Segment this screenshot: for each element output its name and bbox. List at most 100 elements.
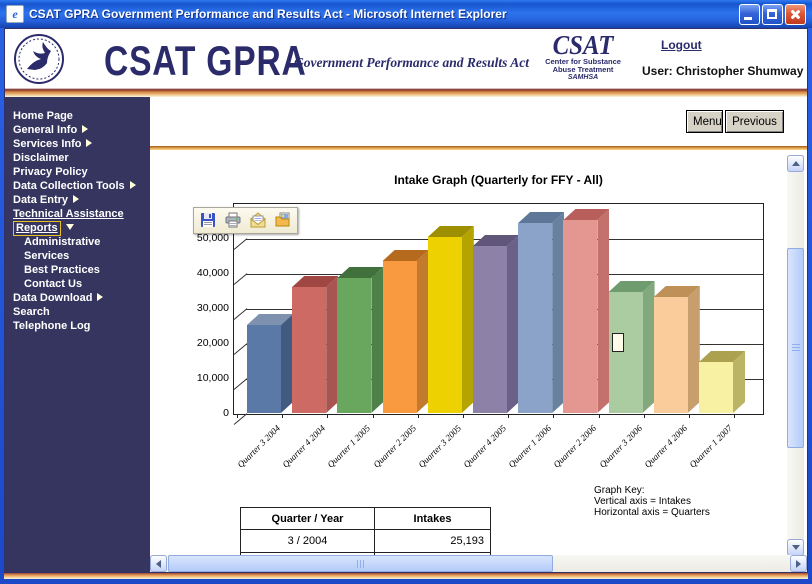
- email-icon[interactable]: [249, 211, 267, 229]
- sidebar-item-home-page[interactable]: Home Page: [5, 110, 150, 122]
- horizontal-scroll-thumb[interactable]: [168, 555, 553, 572]
- x-axis-tick: [463, 414, 464, 418]
- close-button[interactable]: [785, 3, 806, 25]
- menu-button[interactable]: Menu: [686, 110, 723, 133]
- bar-side-face: [597, 209, 609, 413]
- chevron-down-icon: [791, 545, 800, 550]
- bar-side-face: [281, 314, 293, 413]
- csat-logo: CSAT Center for Substance Abuse Treatmen…: [541, 32, 625, 82]
- scroll-grip: [791, 344, 800, 352]
- bar-front-face: [653, 297, 688, 413]
- sidebar-item-disclaimer[interactable]: Disclaimer: [5, 152, 150, 164]
- bar-side-face: [688, 286, 700, 413]
- x-tick-label: Quarter 4 2005: [461, 423, 509, 470]
- table-row-partial: [240, 552, 491, 556]
- bar-top-face: [473, 235, 519, 246]
- x-tick-label: Quarter 1 2005: [325, 423, 373, 470]
- logout-link[interactable]: Logout: [661, 38, 702, 52]
- minimize-button[interactable]: [739, 3, 760, 25]
- bar-side-face: [462, 226, 474, 413]
- sidebar-item-general-info[interactable]: General Info: [5, 124, 150, 136]
- bar-front-face: [292, 287, 327, 413]
- x-axis-tick: [508, 414, 510, 418]
- x-axis-labels: Quarter 3 2004 Quarter 4 2004 Quarter 1 20…: [233, 415, 764, 485]
- previous-button[interactable]: Previous: [725, 110, 784, 133]
- sidebar-item-data-collection-tools[interactable]: Data Collection Tools: [5, 180, 150, 192]
- sidebar-item-privacy-policy[interactable]: Privacy Policy: [5, 166, 150, 178]
- scroll-right-button[interactable]: [790, 555, 807, 572]
- bar-side-face: [326, 276, 338, 413]
- bar-top-face: [292, 276, 338, 287]
- axis-tick-diagonal: [233, 378, 248, 390]
- sidebar-item-reports[interactable]: Reports: [5, 221, 150, 236]
- y-tick-label: 0: [223, 407, 229, 419]
- intake-table: Quarter / Year Intakes 3 / 2004 25,193: [240, 507, 491, 556]
- bar-top-face: [699, 351, 745, 362]
- y-tick-label: 50,000: [196, 232, 229, 244]
- bar-side-face: [643, 281, 655, 413]
- bar-quarter-4-2005: [473, 235, 519, 413]
- graph-key: Graph Key: Vertical axis = Intakes Horiz…: [594, 485, 710, 518]
- sidebar-item-services-info[interactable]: Services Info: [5, 138, 150, 150]
- sidebar-item-administrative[interactable]: Administrative: [5, 236, 150, 248]
- sidebar-list: Home Page General Info Services Info Discla…: [5, 110, 150, 332]
- minimize-icon: [744, 16, 752, 20]
- axis-tick-diagonal: [233, 343, 248, 355]
- sidebar-item-services[interactable]: Services: [5, 250, 150, 262]
- sidebar-item-contact-us[interactable]: Contact Us: [5, 278, 150, 290]
- axis-tick-diagonal: [233, 273, 248, 285]
- sidebar-item-label: Telephone Log: [13, 320, 91, 332]
- scroll-down-button[interactable]: [787, 539, 804, 556]
- brand-subtitle: Government Performance and Results Act: [294, 55, 529, 70]
- x-tick-label: Quarter 4 2004: [280, 423, 328, 470]
- scroll-left-button[interactable]: [150, 555, 167, 572]
- scroll-grip: [356, 559, 365, 568]
- scroll-up-button[interactable]: [787, 155, 804, 172]
- sidebar-item-label: Data Entry: [13, 194, 69, 206]
- sidebar-item-telephone-log[interactable]: Telephone Log: [5, 320, 150, 332]
- sidebar-item-technical-assistance[interactable]: Technical Assistance: [5, 208, 150, 220]
- x-tick-label: Quarter 3 2004: [235, 423, 283, 470]
- window-title: CSAT GPRA Government Performance and Res…: [29, 7, 507, 21]
- horizontal-scrollbar[interactable]: [150, 555, 807, 572]
- vertical-scroll-thumb[interactable]: [787, 248, 804, 448]
- csat-logo-line2: Abuse Treatment: [552, 65, 614, 74]
- bar-quarter-2-2005: [382, 250, 429, 413]
- chevron-right-icon: [129, 181, 136, 189]
- bar-quarter-3-2006: [608, 281, 655, 413]
- bar-top-face: [428, 226, 474, 237]
- maximize-button[interactable]: [762, 3, 783, 25]
- graph-key-line2: Horizontal axis = Quarters: [594, 507, 710, 518]
- sidebar-item-label: Data Collection Tools: [13, 180, 125, 192]
- sidebar-item-data-download[interactable]: Data Download: [5, 292, 150, 304]
- x-axis-tick: [372, 414, 374, 418]
- sidebar-item-label: Search: [13, 306, 50, 318]
- graph-key-title: Graph Key:: [594, 485, 645, 496]
- sidebar-item-data-entry[interactable]: Data Entry: [5, 194, 150, 206]
- x-axis-tick: [734, 414, 736, 418]
- chevron-right-icon: [86, 139, 93, 147]
- bar-front-face: [563, 220, 598, 413]
- bar-side-face: [417, 250, 429, 413]
- user-label: User: Christopher Shumway: [642, 64, 804, 78]
- sidebar-item-search[interactable]: Search: [5, 306, 150, 318]
- chevron-right-icon: [97, 293, 104, 301]
- save-icon[interactable]: [199, 211, 217, 229]
- x-axis-tick: [553, 414, 555, 418]
- x-tick-label: Quarter 1 2006: [506, 423, 554, 470]
- sidebar-item-best-practices[interactable]: Best Practices: [5, 264, 150, 276]
- bar-top-face: [609, 281, 655, 292]
- bar-top-face: [383, 250, 429, 261]
- chevron-down-icon: [65, 224, 74, 230]
- vertical-scrollbar[interactable]: [787, 155, 804, 556]
- table-header-quarter-year: Quarter / Year: [240, 507, 375, 530]
- bar-front-face: [247, 325, 281, 413]
- print-icon[interactable]: [224, 211, 242, 229]
- main-content: Menu Previous Intake Graph (Quarterly fo…: [150, 97, 807, 572]
- sidebar-item-label: Home Page: [13, 110, 73, 122]
- y-tick-label: 30,000: [196, 302, 229, 314]
- title-bar[interactable]: e CSAT GPRA Government Performance and R…: [0, 0, 812, 28]
- x-axis-tick: [417, 414, 419, 418]
- export-icon[interactable]: [274, 211, 292, 229]
- bar-front-face: [518, 223, 553, 413]
